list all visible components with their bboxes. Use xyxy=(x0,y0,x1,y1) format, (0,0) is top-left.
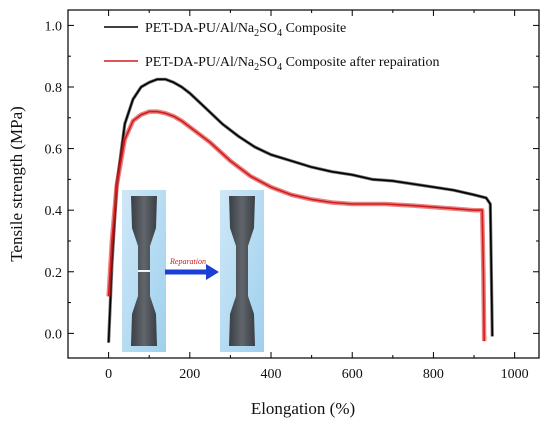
legend-label-subscript: 2 xyxy=(254,62,259,73)
y-tick-label: 1.0 xyxy=(45,19,63,34)
y-tick-label: 0.0 xyxy=(45,327,63,342)
x-tick-label: 0 xyxy=(105,367,112,382)
y-tick-label: 0.8 xyxy=(45,81,63,96)
series-band-2 xyxy=(106,109,487,342)
series-band-1 xyxy=(107,77,494,343)
legend-label-part: SO xyxy=(259,21,277,36)
legend-label-subscript: 2 xyxy=(254,28,259,39)
legend-label-part: PET-DA-PU/Al/Na xyxy=(145,21,255,36)
plot-frame xyxy=(67,9,540,359)
y-axis-title: Tensile strength (MPa) xyxy=(7,106,26,262)
dumbbell-specimen-after xyxy=(229,196,255,346)
legend-label-subscript: 4 xyxy=(277,62,282,73)
x-tick-label: 1000 xyxy=(501,367,529,382)
legend-label-subscript: 4 xyxy=(277,28,282,39)
right-arrow-icon xyxy=(206,264,219,280)
series-layer xyxy=(106,77,494,343)
x-axis-title: Elongation (%) xyxy=(251,399,355,418)
legend: PET-DA-PU/Al/Na2SO4 Composite PET-DA-PU/… xyxy=(104,21,440,73)
y-tick-label: 0.6 xyxy=(45,143,63,158)
tick-layer xyxy=(67,10,539,358)
sample-photo-inset: Reparation xyxy=(122,190,264,352)
y-tick-label: 0.2 xyxy=(45,266,63,281)
x-tick-label: 200 xyxy=(179,367,200,382)
legend-label-part: PET-DA-PU/Al/Na xyxy=(145,55,255,70)
x-tick-label: 800 xyxy=(423,367,444,382)
legend-label-series-2: PET-DA-PU/Al/Na2SO4 Composite after repa… xyxy=(145,55,440,73)
tick-label-layer: 0 200 400 600 800 1000 0.0 0.2 0.4 0.6 0.8 1.0 xyxy=(45,19,529,382)
annotation-reparation: Reparation xyxy=(169,257,206,266)
x-tick-label: 600 xyxy=(342,367,363,382)
legend-label-part: SO xyxy=(259,55,277,70)
x-tick-label: 400 xyxy=(261,367,282,382)
series-line-1 xyxy=(107,78,494,343)
y-tick-label: 0.4 xyxy=(45,204,63,219)
legend-label-part: Composite xyxy=(282,21,346,36)
legend-label-part: Composite after repairation xyxy=(282,55,439,70)
legend-label-series-1: PET-DA-PU/Al/Na2SO4 Composite xyxy=(145,21,346,39)
